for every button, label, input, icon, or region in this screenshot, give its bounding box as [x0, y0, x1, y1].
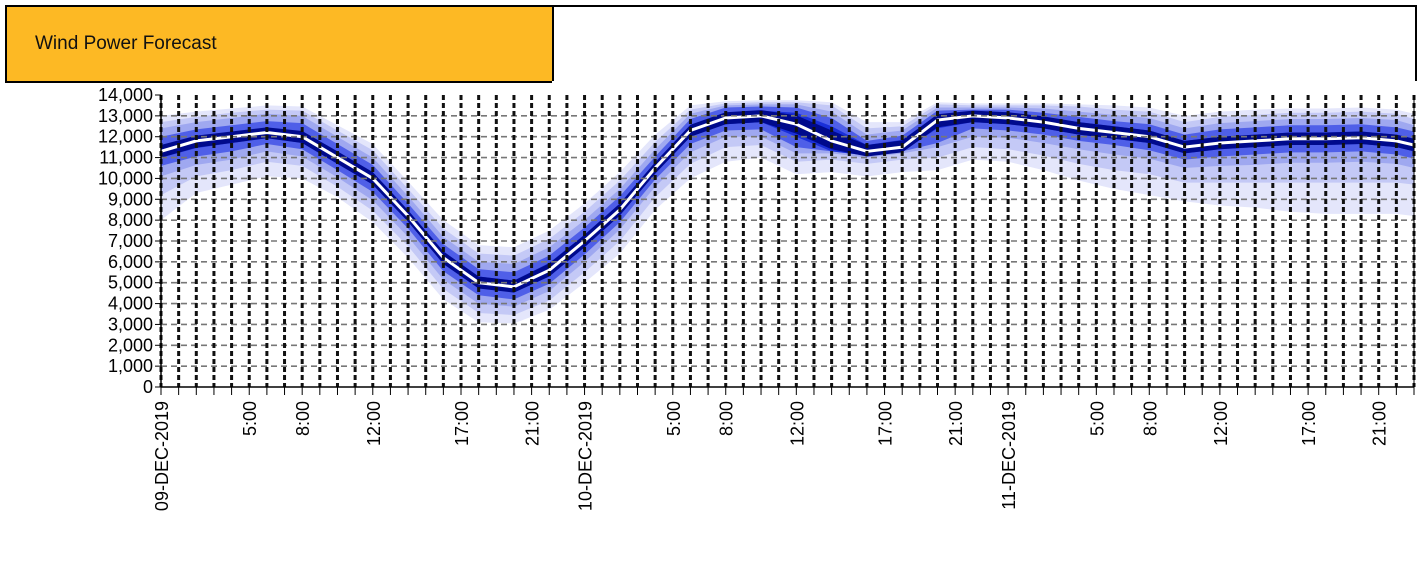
- y-tick-label: 5,000: [108, 273, 153, 293]
- y-tick-label: 0: [143, 377, 153, 397]
- x-tick-label: 21:00: [1370, 401, 1390, 446]
- x-tick-label: 8:00: [1140, 401, 1160, 436]
- x-tick-label: 12:00: [1211, 401, 1231, 446]
- y-tick-label: 9,000: [108, 189, 153, 209]
- x-tick-label: 09-DEC-2019: [152, 401, 172, 511]
- x-tick-label: 11-DEC-2019: [999, 401, 1019, 510]
- x-tick-label: 5:00: [1087, 401, 1107, 436]
- band-4: [161, 106, 1414, 300]
- x-tick-label: 17:00: [452, 401, 472, 446]
- x-tick-label: 5:00: [240, 401, 260, 436]
- y-tick-label: 10,000: [98, 168, 153, 188]
- y-tick-label: 6,000: [108, 252, 153, 272]
- x-tick-label: 17:00: [876, 401, 896, 446]
- x-tick-label: 12:00: [364, 401, 384, 446]
- y-tick-label: 7,000: [108, 231, 153, 251]
- header-blank-panel: [552, 5, 1417, 81]
- y-tick-label: 13,000: [98, 106, 153, 126]
- x-tick-label: 21:00: [946, 401, 966, 446]
- y-tick-label: 2,000: [108, 335, 153, 355]
- x-tick-label: 10-DEC-2019: [576, 401, 596, 511]
- title-box: Wind Power Forecast: [5, 5, 552, 83]
- y-tick-label: 4,000: [108, 294, 153, 314]
- chart-title: Wind Power Forecast: [35, 33, 217, 54]
- x-tick-label: 5:00: [664, 401, 684, 436]
- y-tick-label: 14,000: [98, 85, 153, 105]
- y-tick-label: 8,000: [108, 210, 153, 230]
- x-tick-label: 21:00: [523, 401, 543, 446]
- header-bar: Wind Power Forecast: [5, 5, 1417, 83]
- x-tick-label: 17:00: [1299, 401, 1319, 446]
- x-tick-label: 8:00: [293, 401, 313, 436]
- y-tick-label: 12,000: [98, 127, 153, 147]
- x-tick-label: 12:00: [787, 401, 807, 446]
- y-tick-label: 3,000: [108, 314, 153, 334]
- x-tick-label: 8:00: [717, 401, 737, 436]
- y-tick-label: 1,000: [108, 356, 153, 376]
- y-tick-label: 11,000: [99, 148, 153, 168]
